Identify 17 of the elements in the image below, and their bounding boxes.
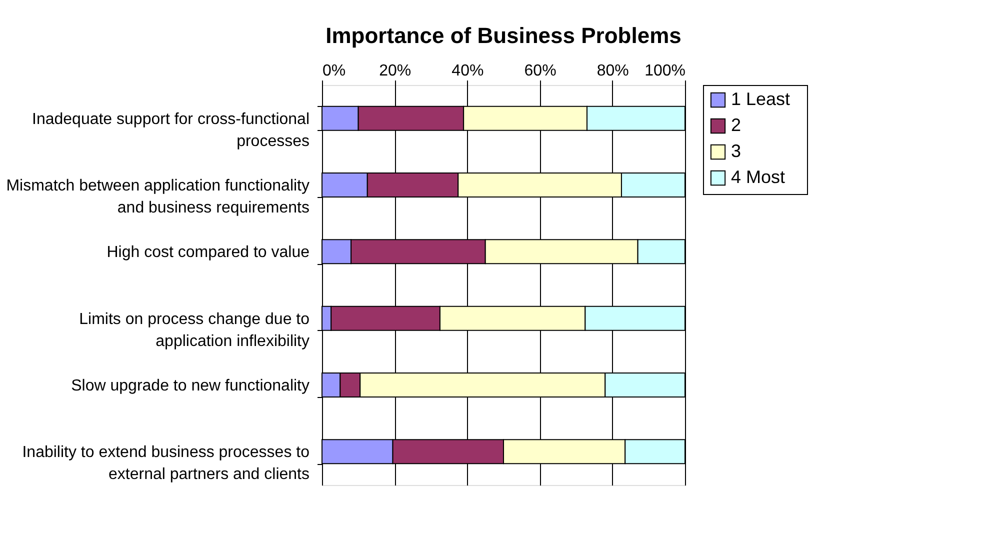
x-tick-label: 20% bbox=[379, 62, 412, 80]
y-tick-label: Inadequate support for cross-functional processes bbox=[32, 110, 310, 150]
y-tick-label: Mismatch between application functionality and business requirements bbox=[6, 178, 310, 216]
y-tick-label: High cost compared to value bbox=[106, 244, 310, 262]
chart-title: Importance of Business Problems bbox=[326, 23, 682, 48]
legend-label: 2 bbox=[731, 115, 742, 135]
y-tick-label: Limits on process change due to application inflexibility bbox=[79, 310, 310, 350]
y-tick-label: Slow upgrade to new functionality bbox=[71, 378, 310, 394]
x-tick-label: 80% bbox=[596, 62, 629, 80]
y-tick-label: Inability to extend business processes to external partners and clients bbox=[22, 444, 310, 484]
legend-label: 4 Most bbox=[731, 167, 786, 187]
legend-label: 1 Least bbox=[731, 89, 790, 109]
x-tick-label: 40% bbox=[452, 62, 484, 80]
legend-label: 3 bbox=[731, 141, 742, 161]
x-tick-label: 100% bbox=[644, 62, 686, 80]
x-tick-label: 0% bbox=[322, 62, 346, 80]
x-tick-label: 60% bbox=[524, 62, 556, 80]
